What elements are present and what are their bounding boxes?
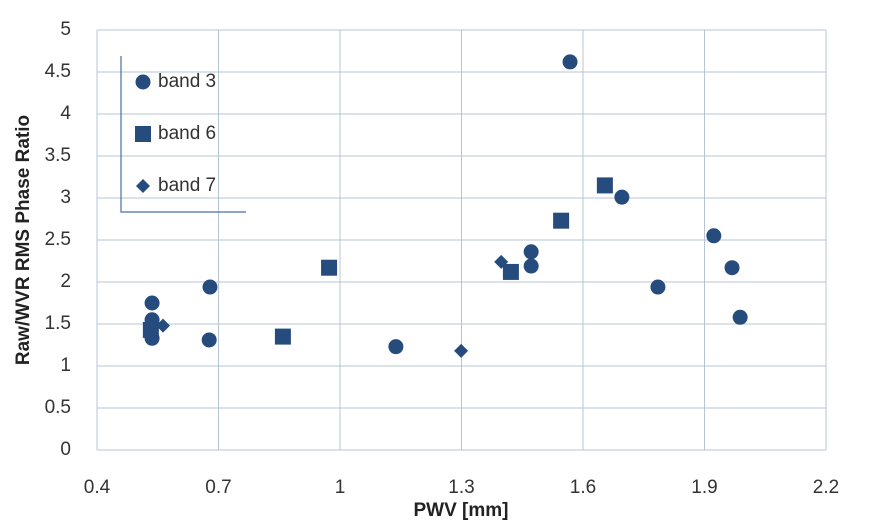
x-tick-label: 1.9 (691, 477, 717, 498)
marker-square (553, 212, 570, 229)
y-tick-label: 1 (60, 355, 71, 376)
marker-circle (523, 258, 539, 274)
y-tick-label: 5 (60, 19, 71, 40)
marker-circle (706, 228, 722, 244)
marker-diamond (156, 318, 171, 333)
y-tick-label: 3 (60, 187, 71, 208)
legend-label: band 3 (158, 71, 216, 92)
x-tick-label: 1 (335, 477, 346, 498)
marker-circle (144, 295, 160, 311)
marker-circle (732, 309, 748, 325)
marker-square (135, 126, 151, 142)
marker-circle (202, 279, 218, 295)
marker-square (274, 328, 291, 345)
y-axis-title: Raw/WVR RMS Phase Ratio (13, 115, 34, 365)
marker-circle (650, 279, 666, 295)
marker-square (142, 321, 159, 338)
marker-circle (562, 54, 578, 70)
y-tick-label: 0.5 (45, 397, 71, 418)
x-tick-label: 0.7 (205, 477, 231, 498)
legend-label: band 7 (158, 175, 216, 196)
marker-circle (388, 339, 404, 355)
marker-square (596, 177, 613, 194)
marker-circle (135, 74, 151, 90)
marker-circle (523, 244, 539, 260)
legend-frame (120, 56, 246, 213)
x-tick-label: 2.2 (813, 477, 839, 498)
y-tick-label: 0 (60, 439, 71, 460)
marker-diamond (454, 343, 469, 358)
y-tick-label: 4.5 (45, 61, 71, 82)
y-tick-label: 2 (60, 271, 71, 292)
y-tick-label: 4 (60, 103, 71, 124)
marker-diamond (136, 179, 150, 193)
legend-label: band 6 (158, 123, 216, 144)
marker-circle (201, 332, 217, 348)
x-tick-label: 1.3 (448, 477, 474, 498)
marker-circle (724, 260, 740, 276)
marker-circle (614, 189, 630, 205)
marker-diamond (494, 254, 509, 269)
y-tick-label: 3.5 (45, 145, 71, 166)
marker-square (321, 259, 338, 276)
x-axis-title: PWV [mm] (414, 500, 509, 521)
y-tick-label: 2.5 (45, 229, 71, 250)
x-tick-label: 1.6 (570, 477, 596, 498)
marker-square (502, 263, 519, 280)
x-tick-label: 0.4 (84, 477, 111, 498)
y-tick-label: 1.5 (45, 313, 71, 334)
